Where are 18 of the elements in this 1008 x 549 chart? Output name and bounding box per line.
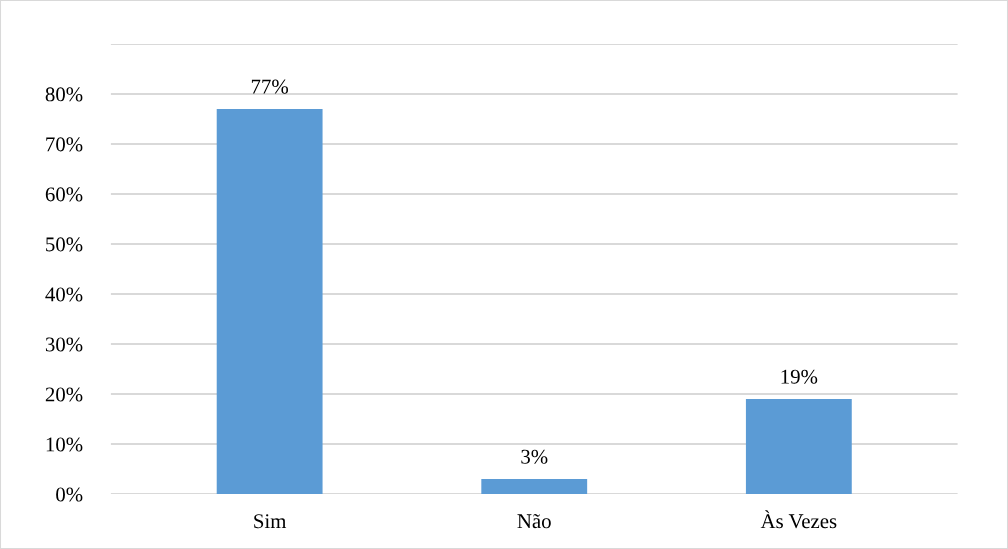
y-tick-label: 60% bbox=[45, 187, 83, 202]
y-tick-label: 20% bbox=[45, 387, 83, 402]
y-tick-label: 10% bbox=[46, 437, 83, 452]
x-tick-label: Não bbox=[517, 513, 551, 529]
bar bbox=[481, 479, 588, 495]
bar bbox=[745, 399, 852, 495]
y-tick-label: 80% bbox=[45, 87, 83, 102]
y-tick-label: 70% bbox=[46, 137, 83, 152]
y-tick-label: 0% bbox=[56, 487, 83, 502]
x-tick-label: Sim bbox=[254, 514, 287, 529]
data-label: 77% bbox=[251, 79, 289, 94]
y-tick-label: 50% bbox=[46, 237, 83, 252]
x-tick-label: Às Vezes bbox=[760, 510, 837, 529]
y-tick-label: 30% bbox=[45, 337, 83, 352]
bar bbox=[216, 108, 323, 495]
data-label: 3% bbox=[521, 449, 548, 464]
y-tick-label: 40% bbox=[45, 287, 83, 302]
data-label: 19% bbox=[781, 369, 818, 384]
